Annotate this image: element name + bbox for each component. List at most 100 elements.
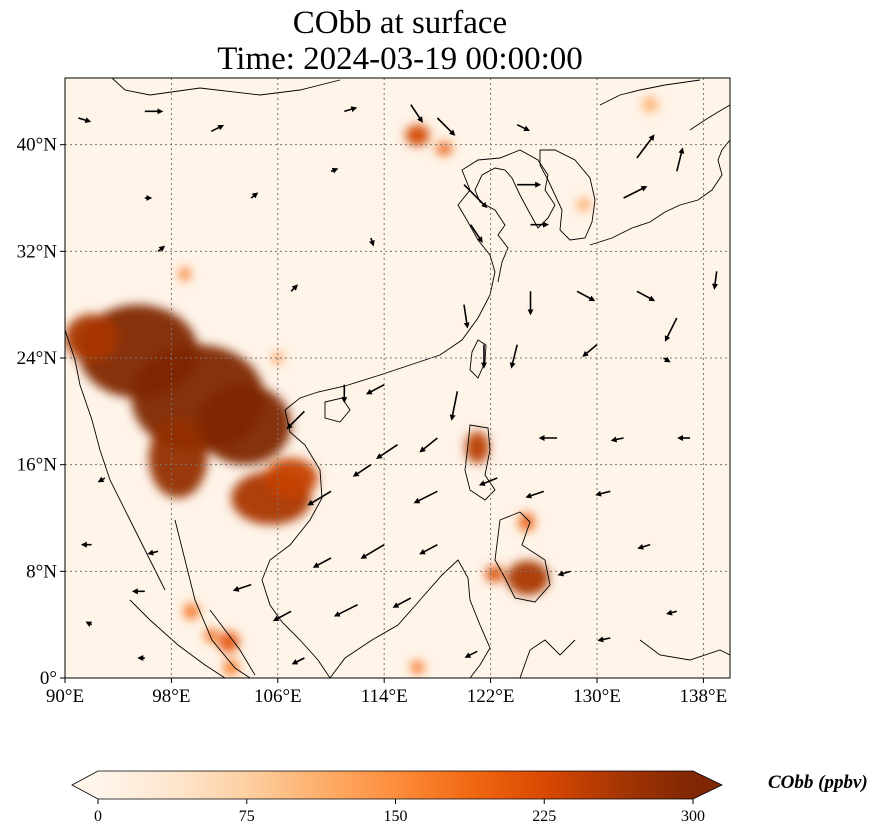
- hotspot-region: [217, 631, 240, 653]
- wind-arrow: [597, 636, 611, 643]
- wind-arrow: [365, 383, 385, 395]
- wind-arrow: [595, 490, 611, 497]
- wind-arrow: [232, 583, 252, 592]
- wind-arrow: [307, 490, 332, 506]
- lat-tick-label: 16°N: [17, 455, 58, 476]
- lon-tick-label: 122°E: [467, 686, 515, 707]
- wind-arrow: [469, 224, 483, 243]
- wind-arrow: [676, 147, 685, 172]
- colorbar-tick-label: 0: [94, 808, 102, 825]
- coastline-mainland: [261, 149, 556, 678]
- wind-arrow: [376, 444, 398, 459]
- hotspot-region: [577, 198, 591, 212]
- colorbar-extend-high: [693, 771, 722, 799]
- wind-arrow: [582, 344, 598, 357]
- wind-arrow: [478, 477, 498, 486]
- wind-arrow: [312, 557, 332, 568]
- colorbar-tick-label: 225: [532, 808, 556, 825]
- hotspot-region: [405, 124, 430, 146]
- hotspot-region: [436, 142, 453, 156]
- hotspot-region: [642, 96, 659, 113]
- wind-arrow: [410, 104, 423, 123]
- lat-tick-label: 32°N: [17, 241, 58, 262]
- wind-arrow: [557, 570, 571, 577]
- map-subtitle-time: Time: 2024-03-19 00:00:00: [217, 41, 583, 77]
- hotspot-region: [264, 458, 318, 498]
- lon-tick-label: 138°E: [680, 686, 728, 707]
- coastline-luzon: [464, 424, 496, 501]
- lon-tick-label: 114°E: [361, 686, 408, 707]
- hotspot-region: [465, 431, 490, 464]
- wind-arrow: [436, 117, 456, 136]
- hotspot-region: [506, 560, 550, 596]
- map-panel: 90°E 98°E 106°E 114°E 122°E 130°E 138°E 0° 8°N 16…: [17, 77, 731, 707]
- wind-arrow: [147, 549, 159, 556]
- axis-ticks: 90°E 98°E 106°E 114°E 122°E 130°E 138°E 0° 8°N 16…: [17, 135, 728, 707]
- colorbar-tick-label: 300: [681, 808, 705, 825]
- wind-arrow: [333, 603, 358, 617]
- coastline-taiwan: [469, 339, 487, 379]
- wind-arrow: [636, 290, 656, 302]
- wind-arrow: [516, 123, 530, 132]
- lon-tick-label: 90°E: [46, 686, 84, 707]
- wind-arrow: [330, 167, 339, 174]
- coastline-myanmar: [65, 329, 166, 591]
- wind-vectors: [78, 104, 719, 665]
- wind-arrow: [272, 610, 292, 622]
- lon-tick-label: 98°E: [152, 686, 190, 707]
- wind-arrow: [250, 192, 259, 199]
- hotspot-region: [518, 512, 535, 532]
- coastline-korea: [539, 149, 596, 241]
- lat-tick-label: 24°N: [17, 348, 58, 369]
- hotspot-region: [410, 660, 425, 674]
- wind-arrow: [368, 237, 375, 247]
- lat-tick-label: 0°: [40, 668, 57, 689]
- concentration-field: [65, 96, 659, 676]
- coastline-japan: [589, 104, 730, 246]
- wind-arrow: [392, 597, 412, 608]
- hotspot-region: [179, 267, 191, 281]
- coastline-malay: [174, 519, 256, 678]
- gridlines: [65, 78, 730, 678]
- wind-arrow: [712, 271, 719, 290]
- wind-arrow: [449, 391, 459, 421]
- wind-arrow: [463, 304, 470, 329]
- wind-arrow: [210, 124, 225, 133]
- wind-arrow: [352, 464, 372, 477]
- colorbar-label: CObb (ppbv): [768, 772, 868, 793]
- colorbar-extend-low: [72, 771, 98, 799]
- coastline-mindanao: [494, 511, 551, 603]
- hotspot-region: [198, 384, 292, 465]
- wind-arrow: [666, 609, 677, 616]
- wind-arrow: [576, 290, 596, 302]
- map-frame: [64, 77, 731, 679]
- coastline-borneo: [329, 559, 491, 678]
- wind-arrow: [419, 543, 438, 555]
- wind-arrow: [525, 490, 545, 499]
- wind-arrow: [463, 184, 488, 209]
- wind-arrow: [286, 410, 305, 430]
- lon-tick-label: 130°E: [573, 686, 621, 707]
- wind-arrow: [636, 134, 655, 159]
- wind-arrow: [291, 657, 305, 665]
- hotspot-region: [183, 603, 200, 620]
- colorbar-tick-label: 75: [239, 808, 255, 825]
- hotspot-region: [485, 566, 504, 582]
- wind-arrow: [637, 543, 651, 550]
- wind-arrow: [663, 356, 671, 363]
- wind-arrow: [419, 437, 438, 453]
- wind-arrow: [290, 284, 299, 292]
- wind-arrow: [413, 490, 438, 504]
- wind-arrow: [623, 186, 648, 199]
- coastlines: [65, 78, 730, 678]
- wind-arrow: [464, 650, 478, 658]
- wind-arrow: [157, 245, 166, 252]
- hotspot-region: [204, 628, 218, 642]
- coastline-sulawesi: [519, 639, 730, 678]
- wind-arrow: [85, 621, 93, 627]
- wind-arrow: [509, 344, 518, 369]
- lon-tick-label: 106°E: [254, 686, 302, 707]
- wind-arrow: [360, 543, 385, 559]
- colorbar: 0 75 150 225 300 CObb (ppbv): [71, 770, 868, 825]
